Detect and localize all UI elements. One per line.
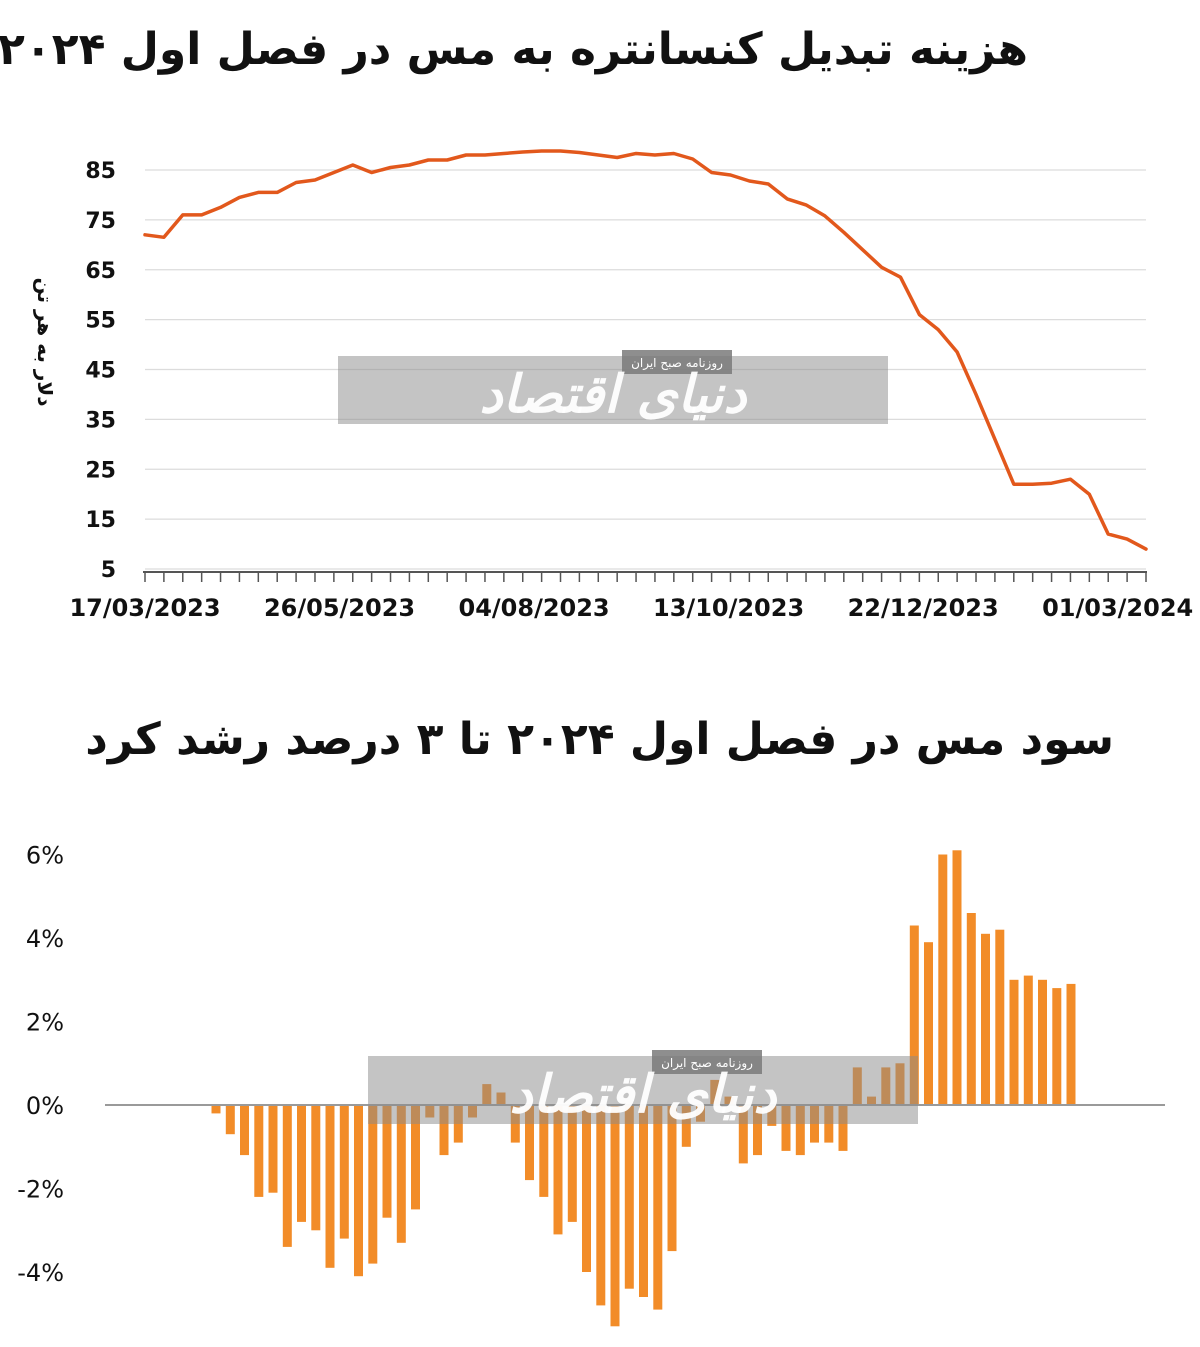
watermark-tag-box <box>622 350 732 374</box>
y-tick-label: 2% <box>26 1009 64 1037</box>
y-tick-label: 35 <box>85 408 116 433</box>
watermark-box <box>338 356 888 424</box>
x-tick-label: 01/03/2024 <box>1042 594 1193 622</box>
bar <box>225 1105 235 1135</box>
y-tick-label: 15 <box>85 508 116 533</box>
bar <box>596 1105 606 1306</box>
bar <box>667 1105 677 1252</box>
bar <box>653 1105 663 1310</box>
watermark-tagline: روزنامه صبح ایران <box>631 356 723 371</box>
bar <box>909 925 919 1105</box>
y-tick-label: 25 <box>85 458 116 483</box>
watermark-brand: دنیای اقتصاد <box>479 364 748 425</box>
watermark: روزنامه صبح ایران دنیای اقتصاد <box>368 1050 918 1125</box>
bar <box>624 1105 634 1289</box>
bar <box>966 913 976 1105</box>
watermark-box <box>368 1056 918 1124</box>
y-tick-label: -4% <box>17 1259 64 1287</box>
y-tick-label: 75 <box>85 209 116 234</box>
bar <box>1066 983 1076 1105</box>
bar <box>582 1105 591 1272</box>
y-axis-title: دلار به هر تن <box>33 277 57 406</box>
bar <box>368 1105 378 1264</box>
y-axis-ticks: 5 15 25 35 45 55 65 75 85 <box>85 159 116 583</box>
x-tick-label: 04/08/2023 <box>459 594 610 622</box>
bar <box>439 1105 449 1156</box>
bar <box>795 1105 805 1156</box>
bar <box>382 1105 392 1218</box>
bar <box>753 1105 762 1156</box>
x-tick-label: 26/05/2023 <box>264 594 415 622</box>
bar <box>952 850 962 1105</box>
y-tick-label: 6% <box>26 842 64 870</box>
bar <box>681 1105 691 1147</box>
bar <box>567 1105 577 1222</box>
bar <box>240 1105 249 1156</box>
y-axis-ticks: 6% 4% 2% 0% -2% -4% <box>17 842 64 1288</box>
bar <box>254 1105 264 1197</box>
bar <box>738 1105 748 1164</box>
watermark: روزنامه صبح ایران دنیای اقتصاد <box>338 350 888 425</box>
x-tick-label: 17/03/2023 <box>69 594 220 622</box>
bar <box>211 1105 221 1114</box>
x-tick-label: 13/10/2023 <box>653 594 804 622</box>
bar <box>325 1105 335 1268</box>
y-tick-label: 4% <box>26 925 64 953</box>
bar <box>938 854 948 1105</box>
bar <box>297 1105 306 1222</box>
bar <box>354 1105 363 1277</box>
y-tick-label: 0% <box>26 1092 64 1120</box>
y-tick-label: 45 <box>85 359 116 384</box>
bar <box>339 1105 349 1239</box>
x-axis: 17/03/2023 26/05/2023 04/08/2023 13/10/2023… <box>69 571 1193 622</box>
bar <box>1052 988 1062 1105</box>
y-tick-label: 55 <box>85 309 116 334</box>
x-tick-label: 22/12/2023 <box>848 594 999 622</box>
bar <box>396 1105 406 1243</box>
chart-1-title: هزینه تبدیل کنسانتره به مس در فصل اول ۲۰… <box>0 24 1028 75</box>
watermark-tagline: روزنامه صبح ایران <box>661 1056 753 1071</box>
y-tick-label: -2% <box>17 1176 64 1204</box>
bar <box>610 1105 620 1327</box>
line-chart: 5 15 25 35 45 55 65 75 85 17/03/2023 26/05/2023 04… <box>33 149 1193 622</box>
bar <box>525 1105 534 1181</box>
bar <box>639 1105 648 1297</box>
bar <box>838 1105 848 1151</box>
bar <box>268 1105 278 1193</box>
bar <box>282 1105 292 1247</box>
y-tick-label: 85 <box>85 159 116 184</box>
series-line <box>143 149 1148 551</box>
bar <box>995 929 1005 1105</box>
bar <box>411 1105 420 1210</box>
bar-chart: 6% 4% 2% 0% -2% -4% روزنامه صبح ایران دنیای ا… <box>17 842 1165 1327</box>
bar <box>553 1105 563 1235</box>
bars <box>211 850 1076 1327</box>
bar <box>539 1105 549 1197</box>
bar <box>781 1105 791 1151</box>
bar <box>924 942 933 1105</box>
bar <box>981 933 990 1105</box>
bar <box>1023 975 1033 1105</box>
bar <box>311 1105 321 1231</box>
watermark-tag-box <box>652 1050 762 1074</box>
y-tick-label: 65 <box>85 259 116 284</box>
bar <box>1038 979 1047 1106</box>
bar <box>1009 979 1019 1106</box>
chart-2-title: سود مس در فصل اول ۲۰۲۴ تا ۳ درصد رشد کرد <box>85 714 1114 765</box>
watermark-brand: دنیای اقتصاد <box>509 1064 778 1125</box>
y-tick-label: 5 <box>101 558 116 583</box>
